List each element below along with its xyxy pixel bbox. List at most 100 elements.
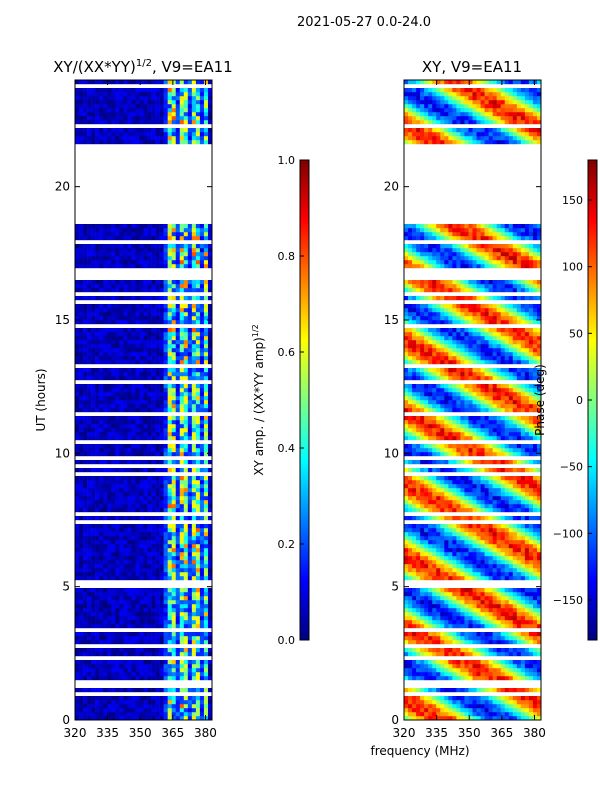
heatmap-cell (432, 620, 437, 625)
heatmap-cell (199, 320, 205, 325)
heatmap-cell (179, 92, 185, 97)
heatmap-cell (203, 616, 209, 621)
heatmap-cell (95, 444, 100, 449)
heatmap-cell (91, 508, 96, 513)
heatmap-cell (131, 116, 136, 121)
heatmap-cell (175, 500, 181, 505)
heatmap-cell (444, 672, 449, 677)
heatmap-cell (115, 484, 120, 489)
heatmap-cell (191, 444, 197, 449)
heatmap-cell (207, 372, 213, 377)
heatmap-cell (75, 312, 80, 317)
heatmap-cell (456, 688, 461, 693)
heatmap-cell (195, 104, 201, 109)
heatmap-cell (91, 696, 96, 701)
heatmap-cell (512, 624, 518, 629)
heatmap-cell (131, 676, 136, 681)
heatmap-cell (167, 516, 173, 521)
heatmap-cell (412, 600, 417, 605)
heatmap-cell (143, 120, 148, 125)
heatmap-cell (83, 376, 88, 381)
heatmap-cell (187, 108, 193, 113)
heatmap-cell (444, 568, 449, 573)
heatmap-cell (155, 488, 160, 493)
heatmap-cell (424, 592, 429, 597)
heatmap-cell (91, 288, 96, 293)
heatmap-cell (79, 376, 84, 381)
heatmap-cell (147, 236, 152, 241)
heatmap-cell (171, 264, 177, 269)
heatmap-cell (135, 480, 140, 485)
heatmap-cell (155, 132, 160, 137)
heatmap-cell (115, 460, 120, 465)
heatmap-cell (436, 600, 441, 605)
heatmap-cell (95, 100, 100, 105)
heatmap-cell (183, 708, 189, 713)
heatmap-cell (91, 396, 96, 401)
heatmap-cell (171, 604, 177, 609)
heatmap-cell (95, 104, 100, 109)
heatmap-cell (163, 672, 168, 677)
heatmap-cell (139, 140, 144, 145)
heatmap-cell (476, 696, 481, 701)
heatmap-cell (127, 404, 132, 409)
heatmap-cell (131, 636, 136, 641)
heatmap-cell (107, 228, 112, 233)
heatmap-cell (179, 620, 185, 625)
heatmap-cell (424, 648, 429, 653)
heatmap-cell (151, 120, 156, 125)
heatmap-cell (143, 652, 148, 657)
heatmap-cell (412, 696, 417, 701)
heatmap-cell (524, 608, 530, 613)
amplitude-colorbar-label: XY amp. / (XX*YY amp)1/2 (251, 324, 266, 475)
heatmap-cell (83, 688, 88, 693)
heatmap-cell (480, 712, 485, 717)
heatmap-cell (107, 568, 112, 573)
heatmap-cell (472, 688, 477, 693)
heatmap-cell (115, 596, 120, 601)
heatmap-cell (107, 560, 112, 565)
heatmap-cell (203, 576, 209, 581)
heatmap-cell (436, 604, 441, 609)
heatmap-cell (187, 652, 193, 657)
heatmap-cell (203, 604, 209, 609)
heatmap-cell (83, 620, 88, 625)
heatmap-cell (163, 336, 168, 341)
heatmap-cell (167, 696, 173, 701)
heatmap-cell (512, 632, 518, 637)
heatmap-cell (123, 576, 128, 581)
heatmap-cell (167, 540, 173, 545)
heatmap-cell (119, 548, 124, 553)
heatmap-cell (516, 572, 522, 577)
heatmap-cell (191, 92, 197, 97)
heatmap-cell (127, 668, 132, 673)
heatmap-cell (159, 600, 164, 605)
heatmap-cell (123, 264, 128, 269)
heatmap-cell (107, 372, 112, 377)
heatmap-cell (147, 532, 152, 537)
heatmap-cell (191, 404, 197, 409)
heatmap-cell (500, 708, 506, 713)
heatmap-cell (75, 444, 80, 449)
heatmap-cell (75, 228, 80, 233)
heatmap-cell (440, 652, 445, 657)
heatmap-cell (147, 636, 152, 641)
heatmap-cell (143, 436, 148, 441)
heatmap-cell (496, 716, 502, 721)
heatmap-cell (187, 264, 193, 269)
heatmap-cell (87, 492, 92, 497)
heatmap-cell (115, 228, 120, 233)
heatmap-cell (207, 444, 213, 449)
heatmap-cell (75, 708, 80, 713)
heatmap-cell (183, 640, 189, 645)
heatmap-cell (516, 596, 522, 601)
heatmap-cell (155, 264, 160, 269)
heatmap-cell (440, 604, 445, 609)
heatmap-cell (191, 616, 197, 621)
heatmap-cell (191, 80, 197, 85)
heatmap-cell (183, 428, 189, 433)
heatmap-cell (488, 632, 493, 637)
heatmap-cell (75, 604, 80, 609)
heatmap-cell (91, 452, 96, 457)
heatmap-cell (135, 368, 140, 373)
